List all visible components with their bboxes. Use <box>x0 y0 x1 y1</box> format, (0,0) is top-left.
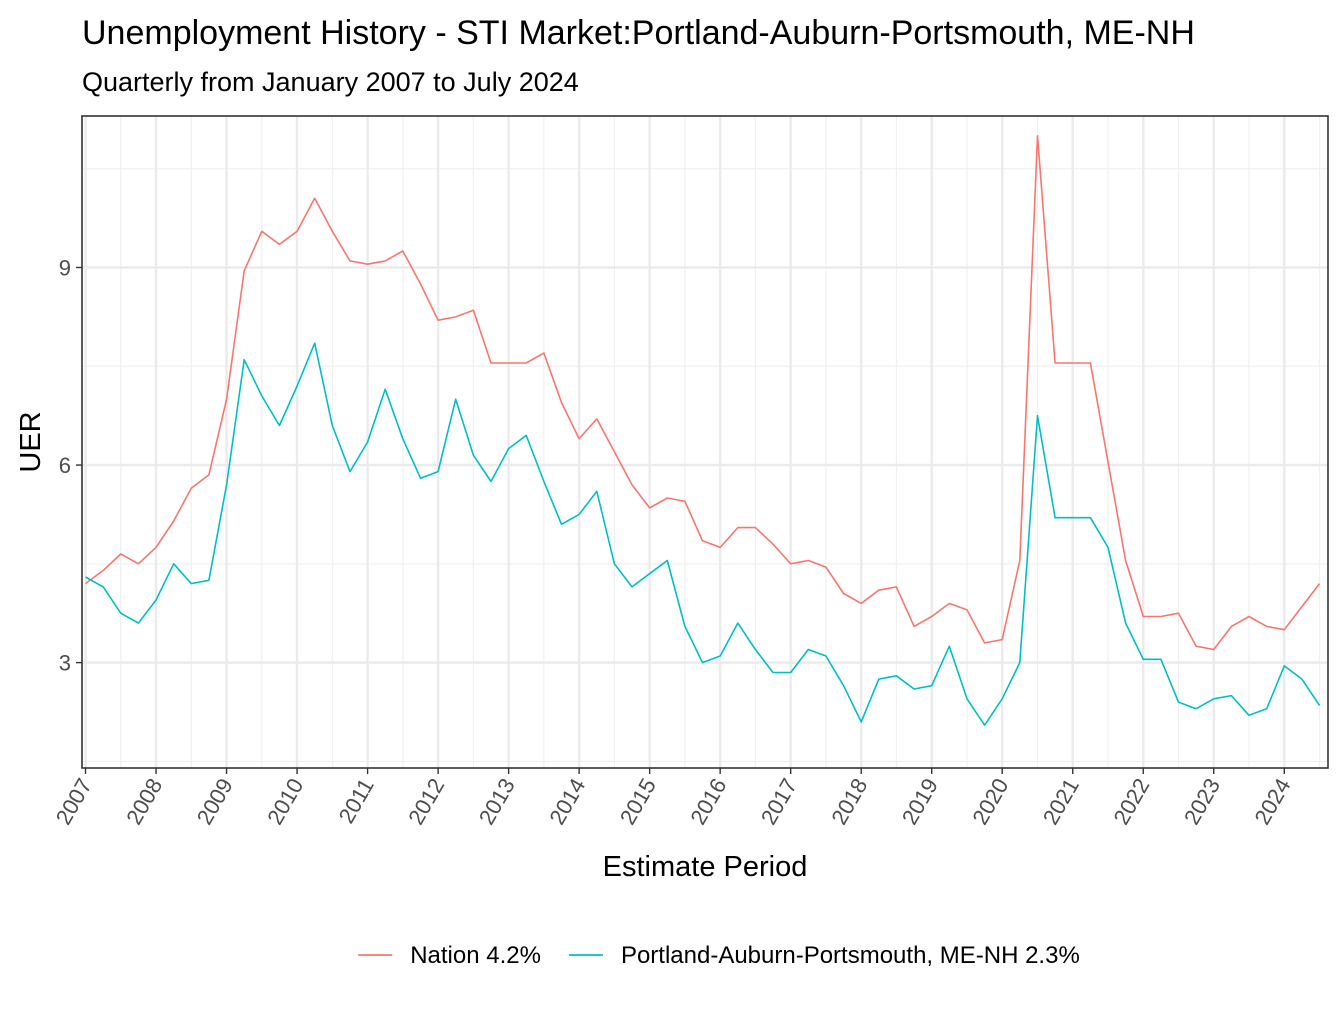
x-tick-label: 2017 <box>756 774 802 829</box>
x-tick-label: 2013 <box>474 774 520 829</box>
series-line-0 <box>85 135 1321 651</box>
x-tick-label: 2009 <box>192 774 238 829</box>
legend-label-0: Nation 4.2% <box>410 942 541 969</box>
x-tick-label: 2019 <box>897 774 943 829</box>
y-tick-label: 3 <box>59 651 71 676</box>
y-tick-label: 9 <box>59 255 71 280</box>
x-tick-label: 2007 <box>51 774 97 829</box>
x-tick-label: 2020 <box>967 774 1013 829</box>
series-lines <box>85 135 1321 727</box>
x-tick-label: 2018 <box>826 774 872 829</box>
x-tick-label: 2015 <box>615 774 661 829</box>
x-axis: 2007 2008 2009 2010 2011 2012 2013 2014 2015 2016… <box>51 768 1296 829</box>
legend: Nation 4.2% Portland-Auburn-Portsmouth, M… <box>358 942 1080 969</box>
plot-background <box>82 116 1328 768</box>
x-tick-label: 2010 <box>262 774 308 829</box>
x-tick-label: 2024 <box>1249 774 1295 829</box>
legend-label-1: Portland-Auburn-Portsmouth, ME-NH 2.3% <box>621 942 1080 969</box>
chart-subtitle: Quarterly from January 2007 to July 2024 <box>82 67 579 97</box>
x-tick-label: 2008 <box>121 774 167 829</box>
y-tick-label: 6 <box>59 453 71 478</box>
x-tick-label: 2011 <box>334 774 379 827</box>
x-axis-title: Estimate Period <box>603 851 808 883</box>
chart-title: Unemployment History - STI Market:Portla… <box>82 14 1195 52</box>
x-tick-label: 2016 <box>685 774 731 829</box>
x-tick-label: 2021 <box>1038 774 1084 829</box>
plot-border <box>81 115 1329 769</box>
x-tick-label: 2022 <box>1108 774 1154 829</box>
y-axis-title: UER <box>15 411 47 472</box>
x-tick-label: 2014 <box>544 774 590 829</box>
series-line-1 <box>85 342 1321 727</box>
minor-gridlines <box>82 116 1328 768</box>
x-tick-label: 2023 <box>1179 774 1225 829</box>
y-axis: 3 6 9 <box>59 255 82 676</box>
x-tick-label: 2012 <box>403 774 449 829</box>
